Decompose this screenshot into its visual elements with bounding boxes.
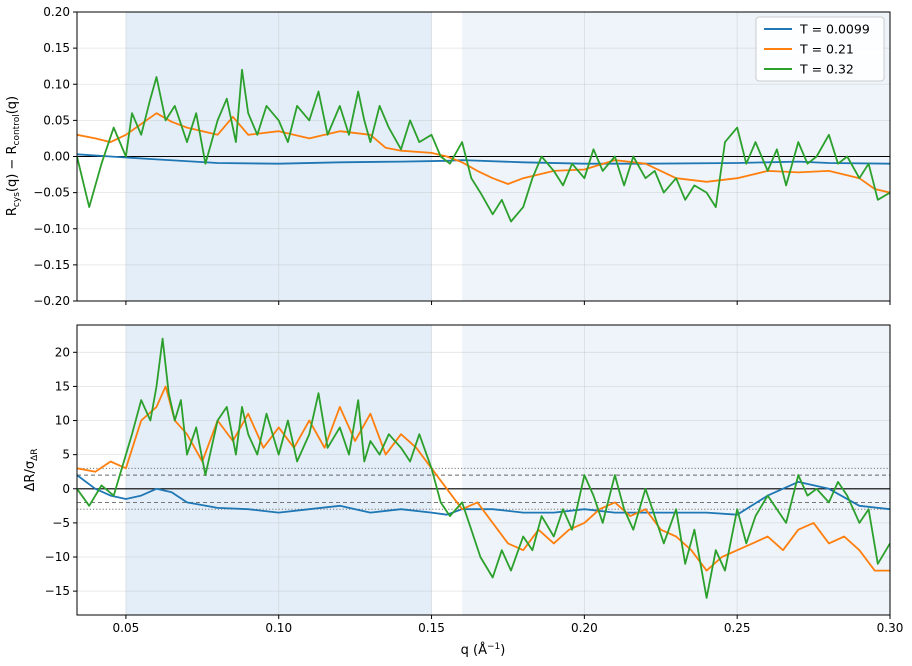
x-tick-label: 0.25: [724, 621, 751, 635]
y-ticks: −0.20 −0.15 −0.10 −0.05 0.00 0.05 0.10 0.15 0.20: [33, 5, 77, 308]
legend: T = 0.0099 T = 0.21 T = 0.32: [755, 16, 885, 82]
legend-label: T = 0.0099: [799, 22, 870, 37]
y-tick-label: 0.20: [43, 5, 70, 19]
y-tick-label: −0.10: [33, 222, 70, 236]
y-ticks: −15 −10 −5 0 5 10 15 20: [45, 345, 77, 598]
series-line: [77, 474, 890, 516]
legend-label: T = 0.32: [799, 62, 854, 77]
y-tick-label: −0.15: [33, 258, 70, 272]
x-tick-label: 0.30: [877, 621, 904, 635]
y-tick-label: 10: [55, 414, 70, 428]
bottom-panel: 0.05 0.10 0.15 0.20 0.25 0.30 −15 −10 −5 0 5 10 15 2…: [23, 324, 904, 658]
series-line: [77, 112, 890, 194]
y-tick-label: −15: [45, 584, 70, 598]
y-tick-label: 0.00: [43, 150, 70, 164]
y-tick-label: 0.05: [43, 113, 70, 127]
y-axis-label: Rcys(q) − Rcontrol(q): [5, 96, 22, 216]
plot-frame: [76, 324, 891, 616]
x-tick-label: 0.10: [265, 621, 292, 635]
y-tick-label: 0.10: [43, 77, 70, 91]
y-tick-label: 20: [55, 345, 70, 359]
x-ticks: 0.05 0.10 0.15 0.20 0.25 0.30: [113, 615, 904, 635]
series-lines: [77, 337, 890, 599]
shaded-regions: [125, 325, 890, 615]
shaded-region: [462, 325, 890, 615]
y-tick-label: 0.15: [43, 41, 70, 55]
x-ticks: [125, 301, 891, 305]
series-line: [77, 153, 890, 165]
shaded-region: [125, 325, 432, 615]
x-axis-label: q (Å−1): [461, 642, 506, 658]
series-lines: [77, 68, 890, 223]
legend-items: T = 0.0099 T = 0.21 T = 0.32: [764, 22, 870, 77]
series-line: [77, 68, 890, 223]
y-tick-label: −5: [52, 516, 70, 530]
y-tick-label: 5: [62, 448, 70, 462]
y-tick-label: −0.20: [33, 294, 70, 308]
y-tick-label: −0.05: [33, 186, 70, 200]
y-tick-label: −10: [45, 550, 70, 564]
y-tick-label: 15: [55, 379, 70, 393]
x-tick-label: 0.20: [571, 621, 598, 635]
legend-box: [755, 16, 885, 82]
series-line: [77, 337, 890, 599]
y-tick-label: 0: [62, 482, 70, 496]
x-tick-label: 0.15: [418, 621, 445, 635]
legend-label: T = 0.21: [799, 42, 854, 57]
top-panel: −0.20 −0.15 −0.10 −0.05 0.00 0.05 0.10 0.15 0.20…: [5, 5, 891, 308]
x-tick-label: 0.05: [113, 621, 140, 635]
y-axis-label: ΔR/σΔR: [23, 449, 40, 492]
